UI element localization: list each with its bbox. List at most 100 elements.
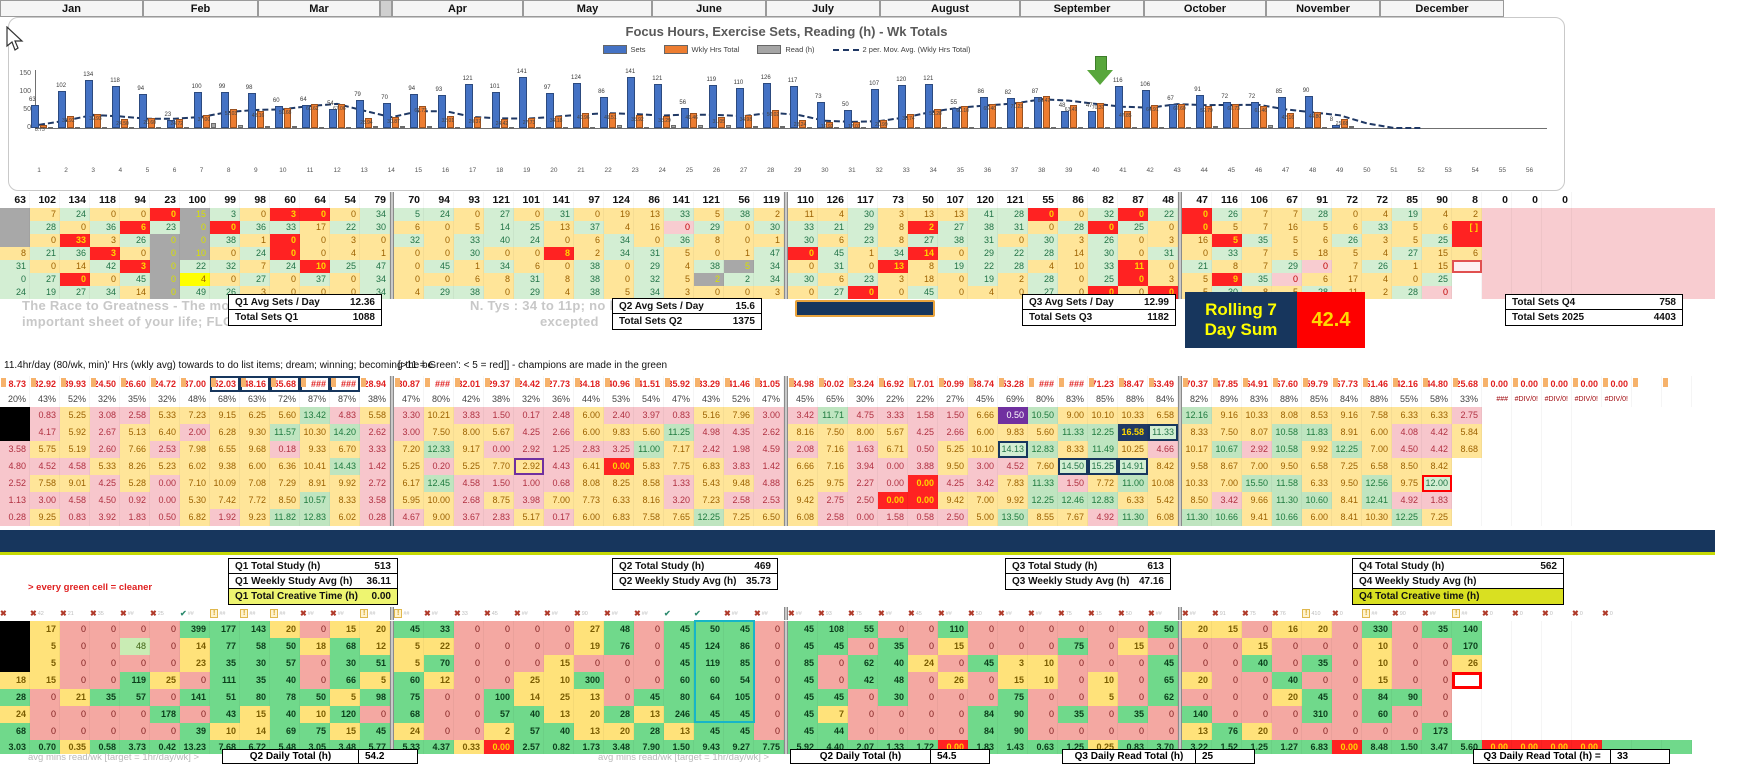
sets-cell[interactable]: 27 — [484, 208, 514, 221]
read-cell[interactable]: 0 — [1118, 723, 1148, 740]
hours-cell[interactable]: 39.93 — [60, 376, 90, 392]
read-cell[interactable]: 111 — [210, 672, 240, 689]
read-cell[interactable]: 77 — [210, 638, 240, 655]
sets-cell[interactable]: 6 — [1302, 273, 1332, 286]
sets-cell[interactable]: 0 — [150, 260, 180, 273]
read-cell[interactable]: 0 — [848, 723, 878, 740]
focus-cell[interactable]: 2.60 — [90, 441, 120, 458]
sets-cell[interactable]: 30 — [848, 208, 878, 221]
read-cell[interactable]: 60 — [694, 672, 724, 689]
read-cell[interactable]: 0 — [1392, 621, 1422, 638]
read-cell[interactable]: 24 — [908, 655, 938, 672]
read-cell[interactable]: 120 — [330, 706, 360, 723]
read-cell[interactable] — [1452, 723, 1482, 740]
sets-cell[interactable]: 0 — [724, 234, 754, 247]
read-cell[interactable]: 0 — [754, 689, 784, 706]
sets-cell[interactable]: 0 — [394, 247, 424, 260]
focus-cell[interactable]: 3.00 — [394, 424, 424, 441]
focus-cell[interactable]: 8.41 — [1332, 492, 1362, 509]
read-cell[interactable]: 44 — [818, 723, 848, 740]
focus-cell[interactable]: 10.33 — [1118, 407, 1148, 424]
sets-cell[interactable] — [1512, 221, 1542, 234]
sets-cell[interactable]: 16 — [1272, 221, 1302, 234]
status-icon-cell[interactable]: ✔ — [664, 607, 694, 620]
read-cell[interactable]: 78 — [270, 689, 300, 706]
percent-cell[interactable]: #DIV/0! — [1512, 392, 1542, 407]
sets-cell[interactable]: 34 — [754, 273, 784, 286]
read-cell[interactable]: 30 — [878, 689, 908, 706]
read-cell[interactable]: 0 — [60, 672, 90, 689]
read-cell[interactable]: 45 — [694, 706, 724, 723]
read-cell[interactable]: 0 — [544, 638, 574, 655]
read-cell[interactable]: 0 — [150, 689, 180, 706]
read-cell[interactable]: 35 — [240, 672, 270, 689]
focus-cell[interactable] — [1452, 492, 1482, 509]
sets-cell[interactable]: 34 — [604, 247, 634, 260]
focus-cell[interactable]: 0.00 — [908, 475, 938, 492]
focus-cell[interactable]: 5.25 — [938, 441, 968, 458]
read-cell[interactable]: 45 — [788, 706, 818, 723]
focus-cell[interactable]: 4.25 — [908, 424, 938, 441]
sets-cell[interactable]: 7 — [240, 260, 270, 273]
sets-cell[interactable]: 0 — [454, 208, 484, 221]
sets-total-cell[interactable]: 141 — [544, 192, 574, 208]
focus-cell[interactable]: 7.83 — [998, 475, 1028, 492]
focus-cell[interactable]: 1.98 — [724, 441, 754, 458]
focus-cell[interactable]: 3.20 — [664, 492, 694, 509]
focus-cell[interactable]: 9.66 — [1242, 492, 1272, 509]
percent-cell[interactable] — [1662, 392, 1692, 407]
read-cell[interactable]: 13 — [544, 706, 574, 723]
focus-cell[interactable] — [1512, 475, 1542, 492]
sets-cell[interactable]: 28 — [1028, 273, 1058, 286]
focus-cell[interactable]: 5.17 — [514, 509, 544, 526]
focus-cell[interactable]: 7.00 — [1212, 475, 1242, 492]
percent-cell[interactable]: 87% — [300, 392, 330, 407]
sets-cell[interactable]: 8 — [544, 247, 574, 260]
sets-cell[interactable]: 24 — [270, 260, 300, 273]
status-icon-cell[interactable]: ✖ ## — [1182, 607, 1212, 620]
percent-cell[interactable]: 38% — [360, 392, 390, 407]
read-cell[interactable]: 14 — [180, 638, 210, 655]
status-icon-cell[interactable]: ! ## — [394, 607, 424, 620]
sets-cell[interactable] — [1542, 208, 1572, 221]
read-cell[interactable]: 0 — [1058, 621, 1088, 638]
read-cell[interactable]: 5 — [1088, 689, 1118, 706]
sets-total-cell[interactable]: 110 — [788, 192, 818, 208]
read-cell[interactable]: 143 — [240, 621, 270, 638]
read-cell[interactable]: 0 — [818, 672, 848, 689]
sets-cell[interactable]: 0 — [1332, 208, 1362, 221]
focus-cell[interactable]: 9.92 — [330, 475, 360, 492]
sets-total-cell[interactable]: 54 — [330, 192, 360, 208]
focus-cell[interactable] — [1512, 492, 1542, 509]
read-cell[interactable]: 17 — [30, 621, 60, 638]
sets-cell[interactable]: 3 — [120, 260, 150, 273]
focus-cell[interactable]: 1.50 — [938, 407, 968, 424]
status-icon-cell[interactable]: ✖ ## — [754, 607, 784, 620]
sets-cell[interactable]: 27 — [818, 286, 848, 299]
sets-cell[interactable]: 25 — [1422, 234, 1452, 247]
focus-cell[interactable]: 9.38 — [210, 458, 240, 475]
hours-cell[interactable]: 27.73 — [544, 376, 574, 392]
focus-cell[interactable]: 2.58 — [724, 492, 754, 509]
read-total-cell[interactable]: 1.73 — [574, 740, 604, 754]
focus-cell[interactable]: 7.00 — [1362, 441, 1392, 458]
sets-cell[interactable]: 0 — [514, 208, 544, 221]
percent-cell[interactable]: 69% — [998, 392, 1028, 407]
hours-cell[interactable]: 20.99 — [938, 376, 968, 392]
read-cell[interactable]: 173 — [1422, 723, 1452, 740]
read-cell[interactable]: 10 — [1088, 672, 1118, 689]
read-cell[interactable]: 0 — [1058, 689, 1088, 706]
read-cell[interactable]: 10 — [1362, 655, 1392, 672]
focus-cell[interactable]: 8.75 — [484, 492, 514, 509]
sets-total-cell[interactable]: 0 — [1482, 192, 1512, 208]
hours-cell[interactable]: 23.24 — [848, 376, 878, 392]
sets-cell[interactable]: 6 — [818, 273, 848, 286]
sets-cell[interactable]: 31 — [0, 260, 30, 273]
focus-cell[interactable]: 7.50 — [1212, 424, 1242, 441]
sets-cell[interactable]: 32 — [634, 273, 664, 286]
sets-total-cell[interactable]: 97 — [574, 192, 604, 208]
sets-cell[interactable]: 15 — [180, 208, 210, 221]
read-cell[interactable]: 20 — [360, 621, 390, 638]
focus-cell[interactable]: 0.50 — [150, 509, 180, 526]
read-cell[interactable]: 0 — [1392, 706, 1422, 723]
